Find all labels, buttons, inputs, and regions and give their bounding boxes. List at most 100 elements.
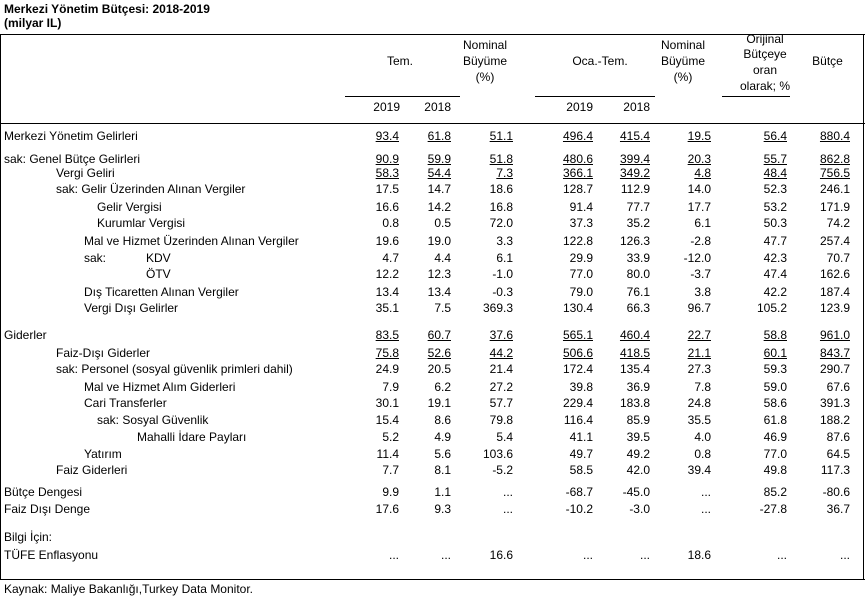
table-cell: 122.8 <box>562 234 593 248</box>
octem-underline <box>535 96 655 97</box>
table-cell: ... <box>582 548 593 562</box>
table-cell: 12.3 <box>427 267 451 281</box>
table-cell: 79.0 <box>569 285 593 299</box>
table-cell: 460.4 <box>619 328 650 342</box>
table-cell: -27.8 <box>759 502 787 516</box>
table-cell: ... <box>700 485 711 499</box>
left-border <box>0 35 1 580</box>
table-cell: 51.8 <box>489 152 513 166</box>
table-cell: 5.2 <box>382 430 399 444</box>
header-orijinal-c: oran <box>752 63 778 77</box>
table-cell: 56.4 <box>763 129 787 143</box>
table-cell: 7.7 <box>382 463 399 477</box>
table-cell: 44.2 <box>489 346 513 360</box>
table-cell: 961.0 <box>819 328 850 342</box>
table-cell: 9.9 <box>382 485 399 499</box>
row-label: sak: Sosyal Güvenlik <box>97 413 209 427</box>
bottom-rule <box>0 579 865 580</box>
table-cell: 80.0 <box>626 267 650 281</box>
table-cell: 290.7 <box>819 362 850 376</box>
table-cell: 0.8 <box>694 447 711 461</box>
header-rule <box>0 123 865 124</box>
table-cell: 29.9 <box>569 251 593 265</box>
table-cell: 49.7 <box>569 447 593 461</box>
table-cell: 4.9 <box>434 430 451 444</box>
table-cell: 7.5 <box>434 301 451 315</box>
table-cell: 33.9 <box>626 251 650 265</box>
table-cell: 49.2 <box>626 447 650 461</box>
source-note: Kaynak: Maliye Bakanlığı,Turkey Data Mon… <box>4 582 253 596</box>
table-cell: 162.6 <box>819 267 850 281</box>
table-cell: 37.3 <box>569 216 593 230</box>
table-cell: ... <box>502 502 513 516</box>
header-year-2019-tem: 2019 <box>373 100 400 114</box>
row-label: Yatırım <box>84 447 122 461</box>
table-cell: 58.6 <box>763 396 787 410</box>
table-cell: -12.0 <box>683 251 711 265</box>
table-cell: 12.2 <box>375 267 399 281</box>
table-cell: 126.3 <box>619 234 650 248</box>
table-cell: 19.6 <box>375 234 399 248</box>
row-label: sak: Personel (sosyal güvenlik primleri … <box>56 362 293 376</box>
table-cell: 27.2 <box>489 380 513 394</box>
table-cell: 85.9 <box>626 413 650 427</box>
table-cell: 7.9 <box>382 380 399 394</box>
row-label: Bütçe Dengesi <box>4 485 83 499</box>
table-cell: 15.4 <box>375 413 399 427</box>
table-cell: 4.7 <box>382 251 399 265</box>
table-cell: 17.5 <box>375 182 399 196</box>
row-label: Faiz Dışı Denge <box>4 502 91 516</box>
table-cell: 4.4 <box>434 251 451 265</box>
table-cell: 87.6 <box>826 430 850 444</box>
table-cell: 72.0 <box>489 216 513 230</box>
table-cell: 93.4 <box>375 129 399 143</box>
table-cell: 77.0 <box>763 447 787 461</box>
table-cell: 52.3 <box>763 182 787 196</box>
table-cell: -3.7 <box>690 267 711 281</box>
row-label: Giderler <box>4 328 47 342</box>
table-cell: 91.4 <box>569 200 593 214</box>
table-cell: 61.8 <box>763 413 787 427</box>
table-cell: 14.7 <box>427 182 451 196</box>
table-cell: -45.0 <box>622 485 650 499</box>
table-cell: 20.3 <box>687 152 711 166</box>
table-cell: 103.6 <box>482 447 513 461</box>
table-cell: 135.4 <box>619 362 650 376</box>
table-cell: 49.8 <box>763 463 787 477</box>
table-cell: 42.0 <box>626 463 650 477</box>
table-cell: 128.7 <box>562 182 593 196</box>
table-cell: 0.5 <box>434 216 451 230</box>
table-cell: 47.7 <box>763 234 787 248</box>
table-title: Merkezi Yönetim Bütçesi: 2018-2019 <box>4 2 210 16</box>
table-cell: 27.3 <box>687 362 711 376</box>
header-year-2019-octem: 2019 <box>566 100 593 114</box>
row-label: Gelir Vergisi <box>97 200 162 214</box>
table-cell: 39.8 <box>569 380 593 394</box>
table-cell: ... <box>700 502 711 516</box>
header-nominal-1a: Nominal <box>462 38 507 52</box>
header-nominal-2c: (%) <box>673 70 693 84</box>
table-cell: 369.3 <box>482 301 513 315</box>
table-cell: 843.7 <box>819 346 850 360</box>
table-cell: 59.0 <box>763 380 787 394</box>
table-cell: 51.1 <box>489 129 513 143</box>
table-cell: 16.6 <box>489 548 513 562</box>
table-cell: -68.7 <box>565 485 593 499</box>
header-year-2018-octem: 2018 <box>623 100 650 114</box>
table-cell: 0.8 <box>382 216 399 230</box>
table-cell: 96.7 <box>687 301 711 315</box>
table-cell: 4.8 <box>694 166 711 180</box>
table-cell: 22.7 <box>687 328 711 342</box>
row-label: sak: Genel Bütçe Gelirleri <box>4 152 141 166</box>
table-cell: 246.1 <box>819 182 850 196</box>
table-cell: 50.3 <box>763 216 787 230</box>
table-cell: 79.8 <box>489 413 513 427</box>
table-cell: 66.3 <box>626 301 650 315</box>
table-cell: 3.8 <box>694 285 711 299</box>
header-orijinal-d: olarak; % <box>739 79 791 93</box>
table-cell: -10.2 <box>565 502 593 516</box>
table-cell: 21.4 <box>489 362 513 376</box>
table-cell: 61.8 <box>427 129 451 143</box>
table-cell: ... <box>776 548 787 562</box>
table-cell: 57.7 <box>489 396 513 410</box>
